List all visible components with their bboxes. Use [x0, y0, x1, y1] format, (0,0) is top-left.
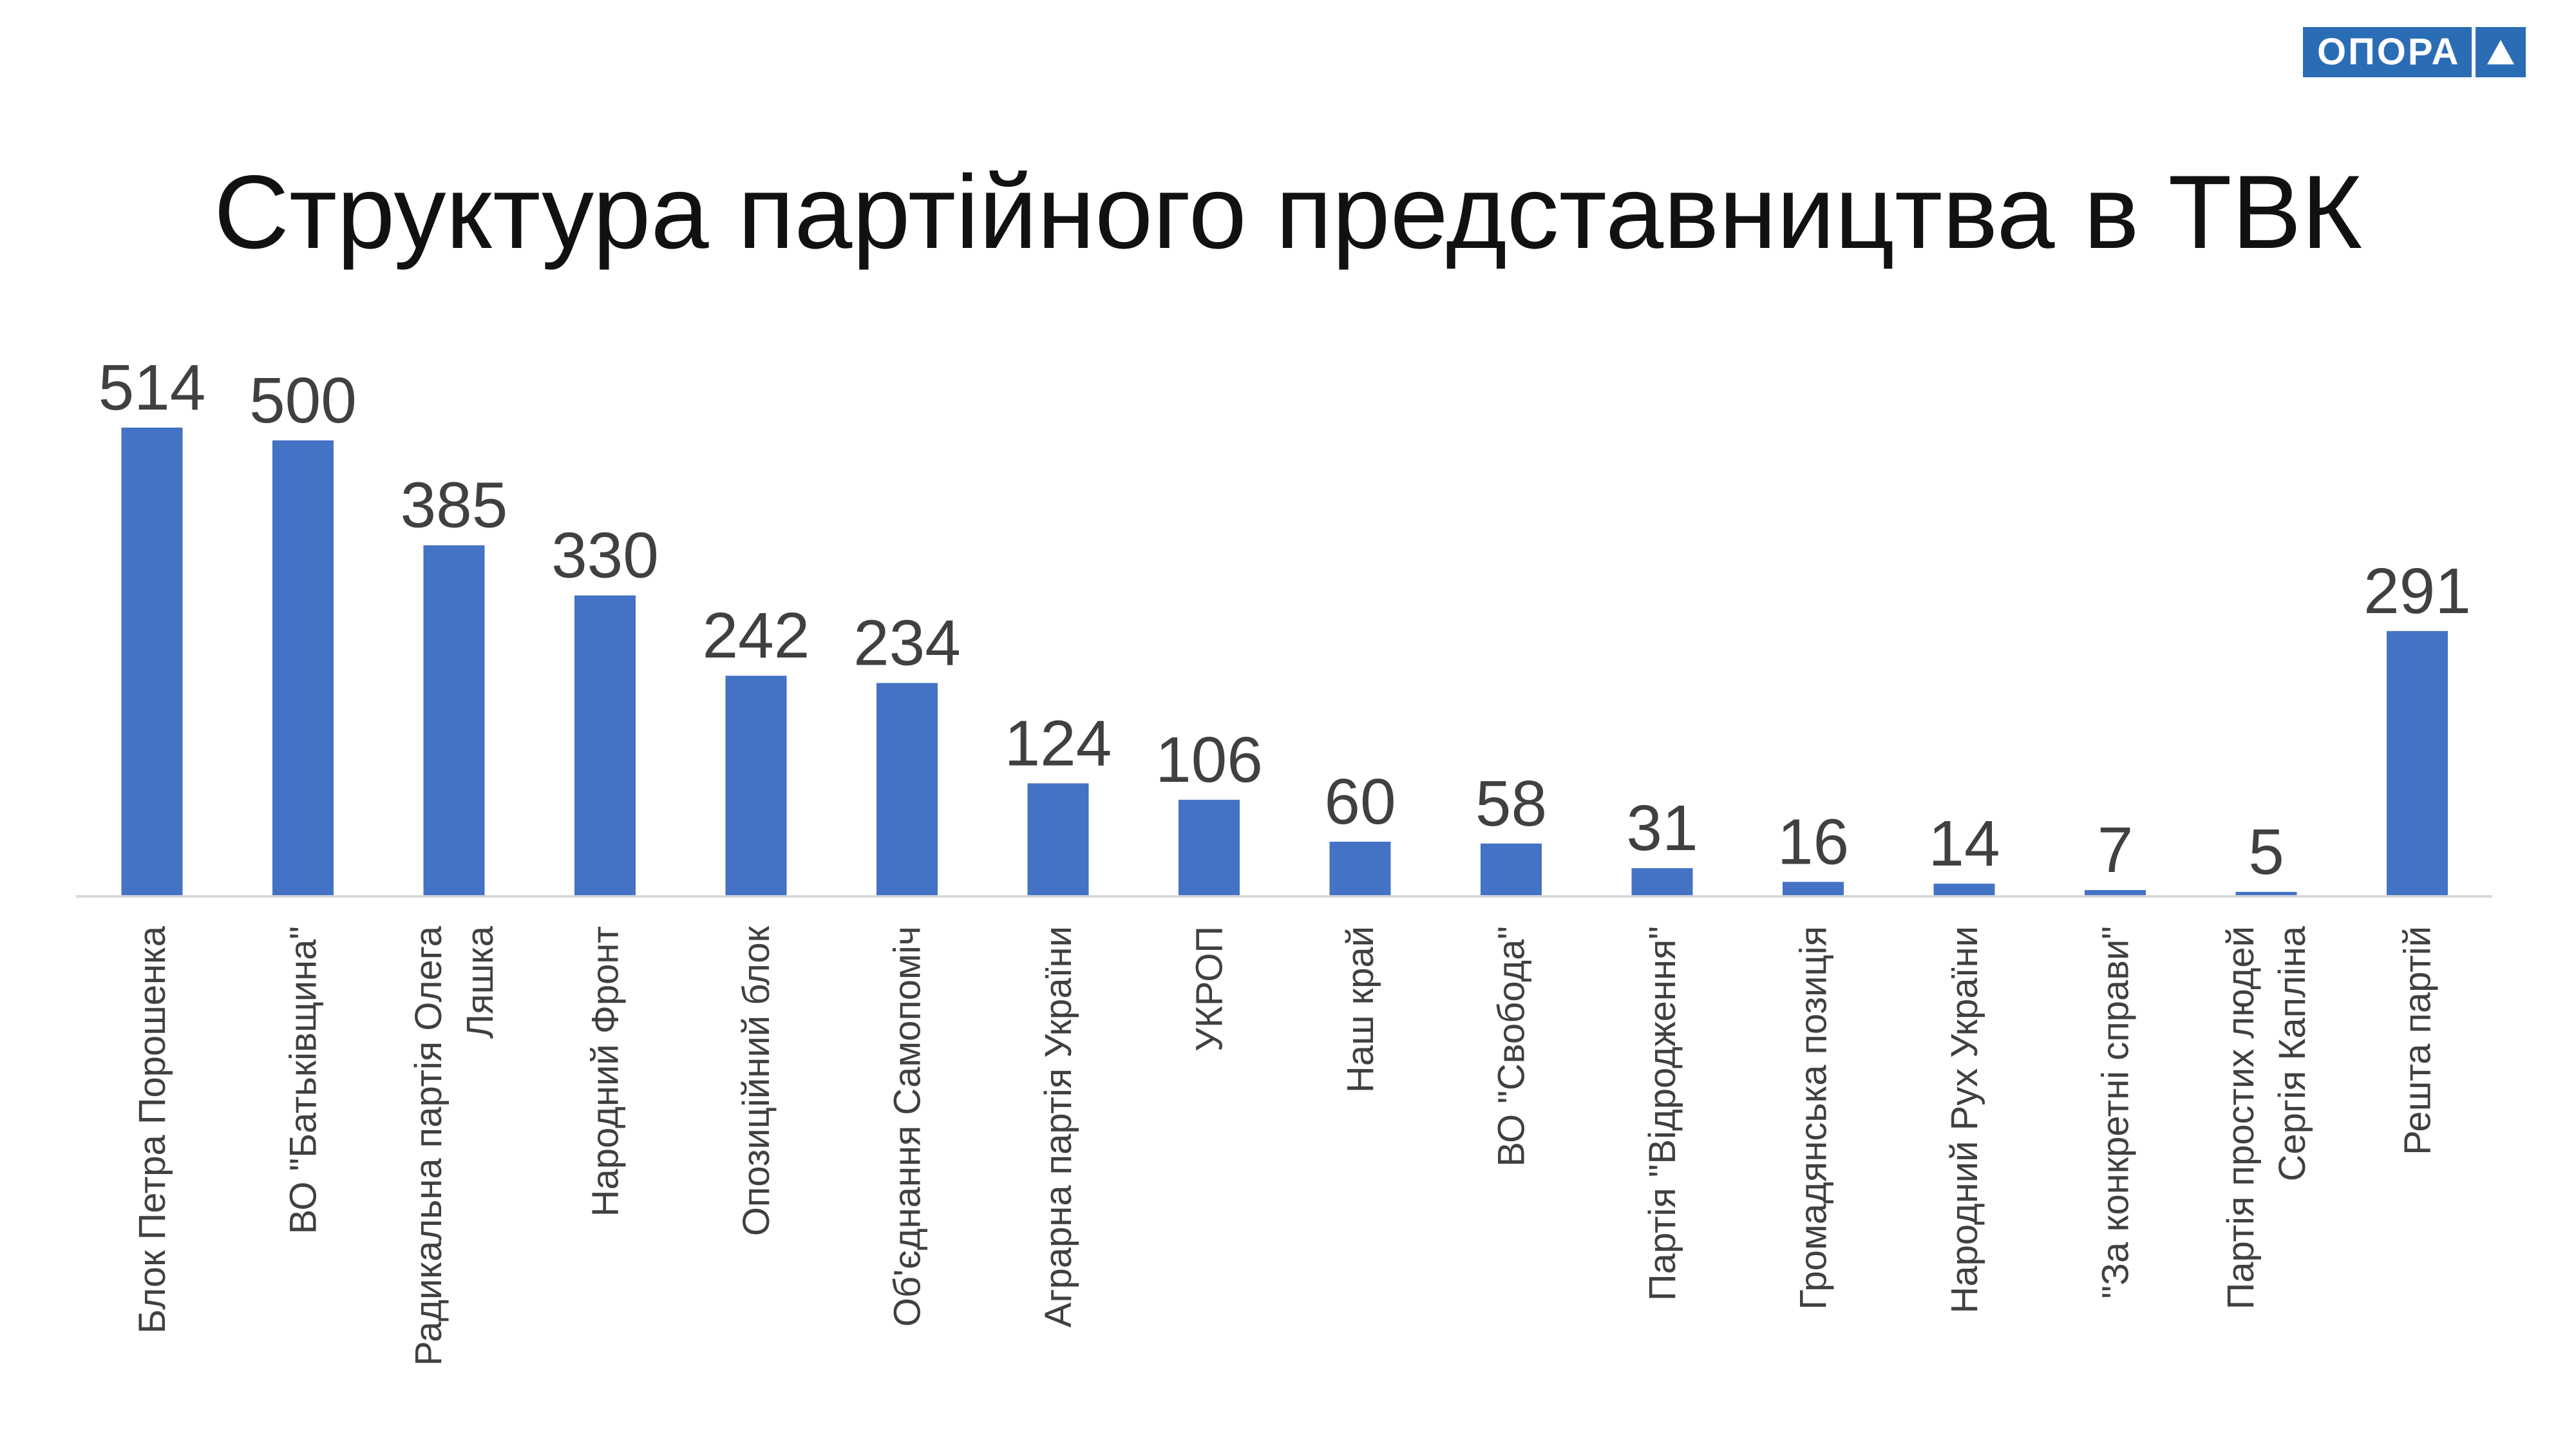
data-label: 330 [551, 520, 659, 592]
category-label: Народний Фронт [585, 926, 627, 1217]
data-label: 234 [853, 607, 961, 679]
category-label: Наш край [1340, 926, 1381, 1093]
svg-text:Ляшка: Ляшка [459, 925, 501, 1039]
svg-text:Решта партій: Решта партій [2397, 926, 2439, 1155]
svg-text:Партія простих людей: Партія простих людей [2220, 926, 2262, 1309]
bar [423, 545, 485, 896]
data-label: 500 [249, 365, 357, 437]
bar [272, 440, 334, 896]
data-label: 124 [1005, 707, 1112, 779]
logo-text: ОПОРА [2303, 27, 2472, 77]
bar [574, 595, 636, 896]
data-label: 514 [99, 352, 206, 424]
svg-text:Об'єднання Самопоміч: Об'єднання Самопоміч [887, 926, 929, 1327]
bar [2085, 890, 2146, 896]
svg-text:Блок Петра Порошенка: Блок Петра Порошенка [131, 925, 173, 1334]
chart-title: Структура партійного представництва в ТВ… [214, 154, 2362, 270]
bar [1481, 843, 1542, 896]
svg-text:Аграрна партія України: Аграрна партія України [1037, 926, 1079, 1327]
category-label: Партія простих людей Сергія Капліна [2220, 925, 2313, 1309]
data-label: 14 [1928, 808, 2000, 880]
category-label: Аграрна партія України [1037, 926, 1079, 1327]
bar [1179, 799, 1240, 896]
category-label: ВО "Свобода" [1491, 926, 1533, 1167]
data-label: 16 [1777, 806, 1849, 878]
bar [1329, 842, 1391, 896]
category-label: Блок Петра Порошенка [131, 925, 173, 1334]
data-label: 58 [1475, 768, 1547, 840]
data-label: 60 [1324, 766, 1396, 838]
triangle-icon [2476, 27, 2526, 77]
bar [2387, 630, 2448, 896]
data-label: 106 [1155, 724, 1263, 796]
bar [1783, 882, 1844, 896]
svg-text:Громадянська позиція: Громадянська позиція [1793, 926, 1835, 1310]
bar [725, 676, 787, 896]
svg-text:Народний Фронт: Народний Фронт [585, 926, 627, 1217]
data-label: 242 [703, 600, 810, 672]
svg-text:"За конкретні справи": "За конкретні справи" [2095, 926, 2137, 1299]
data-label: 31 [1626, 792, 1698, 864]
bar [876, 683, 938, 896]
bar [1631, 868, 1693, 896]
category-label: Народний Рух України [1944, 926, 1985, 1314]
data-label: 291 [2363, 555, 2471, 627]
category-label: Партія "Відродження" [1642, 926, 1683, 1301]
category-label: Решта партій [2397, 926, 2439, 1155]
data-label: 5 [2248, 816, 2284, 888]
category-label: Громадянська позиція [1793, 926, 1835, 1310]
svg-text:УКРОП: УКРОП [1189, 926, 1231, 1052]
svg-text:Опозиційний блок: Опозиційний блок [735, 925, 777, 1236]
category-label: Об'єднання Самопоміч [887, 926, 929, 1327]
opora-logo: ОПОРА [2303, 27, 2526, 77]
data-label: 385 [401, 469, 508, 542]
category-label: "За конкретні справи" [2095, 926, 2137, 1299]
bar [2235, 891, 2297, 896]
svg-text:Партія "Відродження": Партія "Відродження" [1642, 926, 1683, 1301]
category-label: УКРОП [1189, 926, 1231, 1052]
svg-text:Народний Рух України: Народний Рух України [1944, 926, 1985, 1314]
logo-separator [2472, 27, 2476, 77]
category-label: Радикальна партія Олега Ляшка [408, 925, 501, 1366]
data-label: 7 [2098, 814, 2134, 886]
category-label: ВО "Батьківщина" [283, 926, 325, 1234]
bar [1933, 884, 1995, 896]
category-label: Опозиційний блок [735, 925, 777, 1236]
svg-text:Радикальна партія Олега: Радикальна партія Олега [408, 925, 450, 1366]
svg-text:ВО "Батьківщина": ВО "Батьківщина" [283, 926, 325, 1234]
svg-text:ВО "Свобода": ВО "Свобода" [1491, 926, 1533, 1167]
bar [1027, 783, 1089, 896]
svg-text:Наш край: Наш край [1340, 926, 1381, 1093]
bar [121, 428, 183, 896]
svg-text:Сергія Капліна: Сергія Капліна [2271, 925, 2313, 1181]
